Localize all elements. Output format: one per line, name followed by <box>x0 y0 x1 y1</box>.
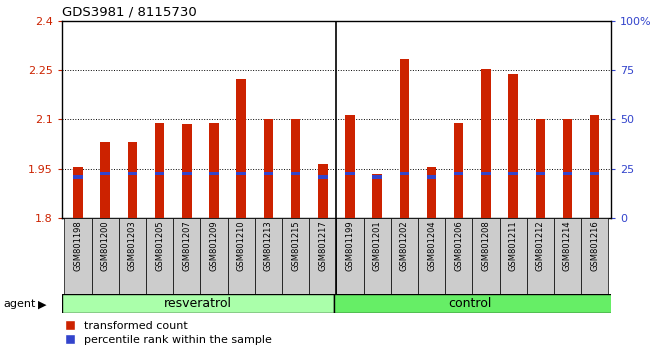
Bar <box>345 115 355 218</box>
Bar <box>590 172 599 176</box>
Bar <box>526 218 554 294</box>
Bar <box>590 115 599 218</box>
Bar <box>318 175 328 179</box>
Text: GSM801210: GSM801210 <box>237 220 246 270</box>
Bar <box>174 218 200 294</box>
Bar <box>563 119 572 218</box>
Text: GSM801204: GSM801204 <box>427 220 436 270</box>
Bar <box>345 172 355 176</box>
Bar <box>427 175 436 179</box>
Bar <box>255 218 282 294</box>
Bar <box>372 175 382 179</box>
Bar <box>418 218 445 294</box>
Bar <box>127 172 137 176</box>
Bar <box>264 119 273 218</box>
Bar <box>454 172 463 176</box>
Bar <box>372 173 382 218</box>
Text: GSM801207: GSM801207 <box>183 220 191 271</box>
Bar <box>155 172 164 176</box>
Bar <box>481 172 491 176</box>
Bar <box>209 172 219 176</box>
Bar <box>400 172 409 176</box>
Text: GSM801211: GSM801211 <box>508 220 517 270</box>
Bar <box>427 167 436 218</box>
Bar <box>454 123 463 218</box>
Text: GSM801200: GSM801200 <box>101 220 110 270</box>
Legend: transformed count, percentile rank within the sample: transformed count, percentile rank withi… <box>64 321 272 345</box>
Bar <box>92 218 119 294</box>
Bar <box>127 142 137 218</box>
Text: GSM801212: GSM801212 <box>536 220 545 270</box>
Bar <box>291 172 300 176</box>
Bar <box>209 123 219 218</box>
Bar <box>391 218 418 294</box>
Bar <box>581 218 608 294</box>
Bar <box>291 119 300 218</box>
Bar <box>309 218 337 294</box>
Bar <box>64 218 92 294</box>
Text: GSM801201: GSM801201 <box>372 220 382 270</box>
Text: GSM801217: GSM801217 <box>318 220 328 271</box>
Bar <box>481 69 491 218</box>
Bar <box>337 218 363 294</box>
Bar <box>101 142 110 218</box>
Bar <box>473 218 499 294</box>
Text: GDS3981 / 8115730: GDS3981 / 8115730 <box>62 6 196 19</box>
Text: GSM801199: GSM801199 <box>345 220 354 270</box>
Text: GSM801206: GSM801206 <box>454 220 463 271</box>
Text: GSM801209: GSM801209 <box>209 220 218 270</box>
Text: GSM801216: GSM801216 <box>590 220 599 271</box>
Text: GSM801213: GSM801213 <box>264 220 273 271</box>
Text: GSM801205: GSM801205 <box>155 220 164 270</box>
Text: GSM801215: GSM801215 <box>291 220 300 270</box>
Bar <box>101 172 110 176</box>
Bar <box>200 218 227 294</box>
Bar <box>264 172 273 176</box>
Bar <box>554 218 581 294</box>
Bar <box>237 172 246 176</box>
Bar <box>536 172 545 176</box>
Bar <box>333 294 622 313</box>
Text: GSM801203: GSM801203 <box>128 220 137 271</box>
Text: control: control <box>448 297 491 310</box>
Bar <box>237 79 246 218</box>
Bar <box>536 119 545 218</box>
Text: ▶: ▶ <box>38 299 46 309</box>
Bar <box>119 218 146 294</box>
Text: GSM801208: GSM801208 <box>482 220 490 271</box>
Bar <box>318 164 328 218</box>
Bar <box>155 123 164 218</box>
Bar <box>62 294 333 313</box>
Text: GSM801214: GSM801214 <box>563 220 572 270</box>
Bar <box>363 218 391 294</box>
Text: GSM801198: GSM801198 <box>73 220 83 271</box>
Text: GSM801202: GSM801202 <box>400 220 409 270</box>
Bar <box>508 172 518 176</box>
Bar <box>182 124 192 218</box>
Text: agent: agent <box>3 299 36 309</box>
Text: resveratrol: resveratrol <box>164 297 231 310</box>
Bar <box>445 218 473 294</box>
Bar <box>73 175 83 179</box>
Bar <box>563 172 572 176</box>
Bar <box>282 218 309 294</box>
Bar <box>73 167 83 218</box>
Bar <box>508 74 518 218</box>
Bar <box>182 172 192 176</box>
Bar <box>400 59 409 218</box>
Bar <box>499 218 526 294</box>
Bar <box>227 218 255 294</box>
Bar <box>146 218 174 294</box>
